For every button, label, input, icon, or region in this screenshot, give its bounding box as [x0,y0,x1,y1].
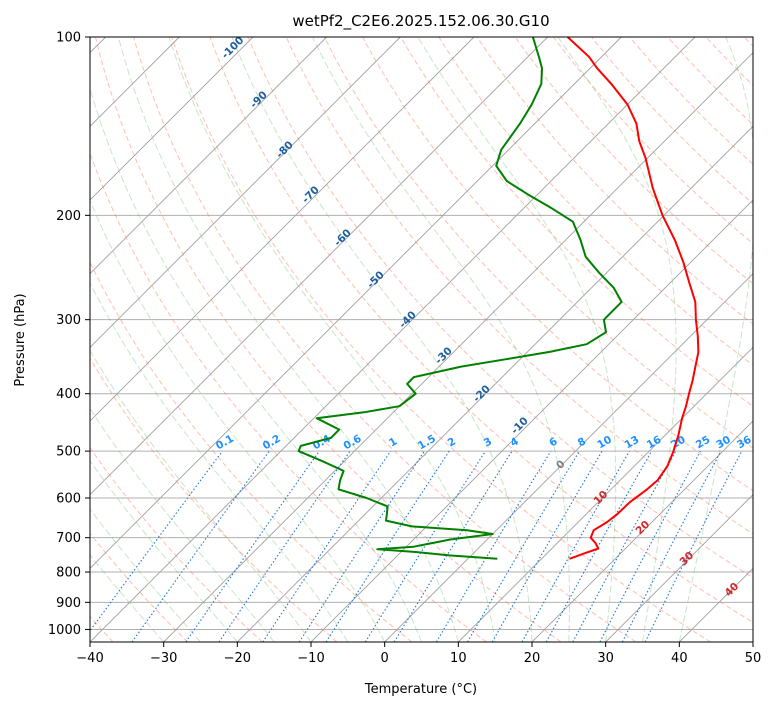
isotherms [90,37,753,642]
dry-adiabat [95,37,562,642]
isotherm-line [90,37,548,496]
mixing-ratio-line [621,450,722,642]
dewpoint-profile-line [297,37,623,560]
isotherm-line [237,125,753,642]
mixing-ratio-line [393,450,513,642]
dry-adiabat [323,37,753,492]
mixing-ratio-line [262,450,392,642]
isotherm-line [531,420,753,642]
dry-adiabat [90,532,189,642]
isotherm-line [90,37,622,569]
dry-adiabat [90,261,413,642]
x-tick-label: 30 [597,651,614,666]
isotherm-line [90,37,696,642]
isotherm-line [458,346,753,642]
profiles [297,37,700,560]
mixing-ratio-line [521,450,630,642]
y-tick-label: 900 [56,596,81,611]
x-axis-label: Temperature (°C) [364,682,477,697]
x-axis-ticks: −40 −30 −20 −10 0 10 20 30 40 50 [76,642,761,666]
mixing-ratio-line [185,450,320,642]
x-tick-label: 20 [524,651,541,666]
isotherm-line [90,37,401,348]
x-tick-label: −10 [297,651,324,666]
dry-adiabats [90,37,753,642]
isotherm-line [310,199,753,642]
mixing-ratio-line [325,450,450,642]
mixing-ratio-line [218,450,351,642]
mixing-ratio-line [572,450,677,642]
mixing-ratio-label: 36 [735,434,754,452]
y-tick-label: 800 [56,566,81,581]
isotherm-line [90,37,254,201]
mixing-ratio-line [435,450,552,642]
moist-adiabat [168,37,496,642]
dry-adiabat [171,37,711,642]
isotherm-line [384,273,753,642]
y-axis-ticks: 100 200 300 400 500 600 700 800 900 1000 [48,31,90,638]
dry-adiabat [247,37,753,579]
y-tick-label: 700 [56,531,81,546]
plot-area: 0.1 0.2 0.4 0.6 1 1.5 2 3 4 6 8 10 13 16 20 25 30 36-100-… [90,37,754,642]
x-tick-label: 40 [671,651,688,666]
x-tick-label: 10 [450,651,467,666]
mixing-ratio-line [644,450,743,642]
temperature-profile-line [566,37,700,560]
y-tick-label: 200 [56,209,81,224]
dry-adiabat [591,37,753,205]
plot-frame [89,36,754,643]
y-tick-label: 500 [56,445,81,460]
mixing-ratio-line [90,450,223,632]
mixing-ratio-line [298,450,425,642]
x-tick-label: 0 [381,651,389,666]
x-tick-label: 50 [745,651,762,666]
y-axis-label: Pressure (hPa) [13,293,28,386]
dry-adiabat [438,37,753,366]
dry-adiabat [400,37,753,408]
moist-adiabat [90,86,422,642]
dry-adiabat [476,37,753,325]
moist-adiabats [90,37,753,642]
mixing-ratio-line [364,450,486,642]
dry-adiabat [90,357,338,642]
x-tick-label: −20 [224,651,251,666]
moist-adiabat [417,37,617,642]
pressure-gridlines [90,37,753,630]
y-tick-label: 300 [56,313,81,328]
chart-title: wetPf2_C2E6.2025.152.06.30.G10 [292,12,549,31]
x-tick-label: −30 [150,651,177,666]
moist-adiabat [231,37,533,642]
isotherm-line [605,494,753,642]
dry-adiabat [133,37,637,642]
y-tick-label: 100 [56,31,81,46]
moist-adiabat [312,37,570,642]
y-tick-label: 400 [56,387,81,402]
y-tick-label: 600 [56,492,81,507]
moist-adiabat [90,460,238,642]
moist-adiabat [678,37,753,642]
moist-adiabat [90,199,386,642]
dry-adiabat [90,152,487,642]
moist-adiabat [117,37,459,642]
y-tick-label: 1000 [48,623,81,638]
moist-adiabat [90,349,312,642]
mixing-ratio-line [599,450,701,642]
x-tick-label: −40 [76,651,103,666]
isotherm-line [90,37,475,422]
isotherm-line [163,52,753,642]
isotherm-line [90,37,327,275]
dry-adiabat [285,37,753,535]
dry-adiabat [209,37,753,623]
